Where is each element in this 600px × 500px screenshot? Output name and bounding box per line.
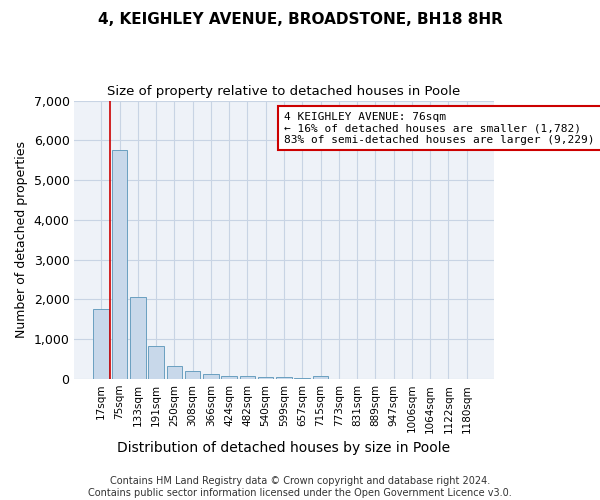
- Bar: [112, 150, 127, 379]
- Bar: [221, 376, 237, 379]
- Text: Contains HM Land Registry data © Crown copyright and database right 2024.
Contai: Contains HM Land Registry data © Crown c…: [88, 476, 512, 498]
- Y-axis label: Number of detached properties: Number of detached properties: [15, 142, 28, 338]
- Bar: [313, 376, 328, 379]
- Bar: [295, 378, 310, 379]
- Bar: [94, 310, 109, 379]
- Bar: [239, 376, 255, 379]
- Bar: [130, 298, 146, 379]
- Title: Size of property relative to detached houses in Poole: Size of property relative to detached ho…: [107, 85, 461, 98]
- Bar: [148, 346, 164, 379]
- Bar: [203, 374, 218, 379]
- Text: 4 KEIGHLEY AVENUE: 76sqm
← 16% of detached houses are smaller (1,782)
83% of sem: 4 KEIGHLEY AVENUE: 76sqm ← 16% of detach…: [284, 112, 600, 145]
- Bar: [258, 377, 274, 379]
- Bar: [167, 366, 182, 379]
- Bar: [276, 378, 292, 379]
- X-axis label: Distribution of detached houses by size in Poole: Distribution of detached houses by size …: [118, 441, 451, 455]
- Text: 4, KEIGHLEY AVENUE, BROADSTONE, BH18 8HR: 4, KEIGHLEY AVENUE, BROADSTONE, BH18 8HR: [98, 12, 502, 28]
- Bar: [185, 371, 200, 379]
